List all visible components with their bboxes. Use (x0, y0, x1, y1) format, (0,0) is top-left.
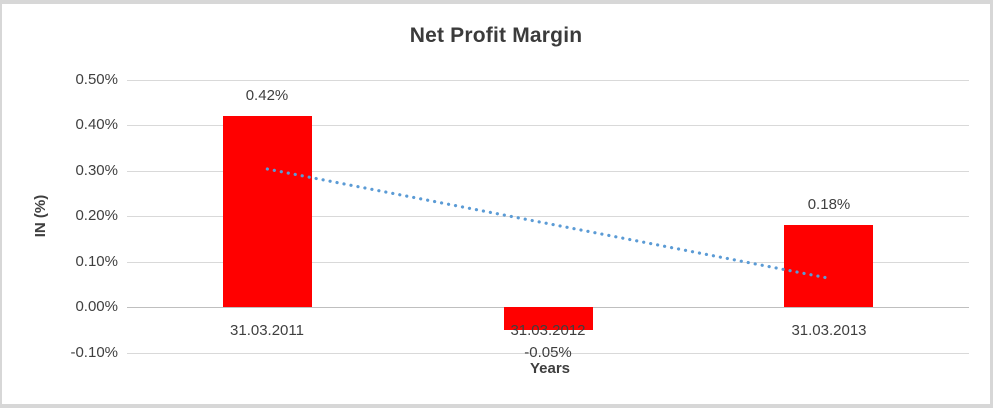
bar-data-label: 0.42% (245, 87, 289, 104)
x-category-label: 31.03.2013 (791, 322, 867, 339)
y-tick-label: 0.00% (75, 298, 118, 315)
x-category-label: 31.03.2011 (230, 322, 304, 339)
bar-data-label: -0.05% (524, 344, 572, 361)
y-tick-label: 0.40% (75, 116, 118, 133)
gridline (127, 125, 969, 126)
bar-31.03.2011 (223, 116, 312, 307)
x-axis-title: Years (529, 360, 571, 377)
chart-area: Net Profit Margin IN (%) Years 0.50% 0.40… (2, 4, 990, 404)
bar-data-label: 0.18% (807, 196, 851, 213)
y-tick-label: 0.50% (75, 71, 118, 88)
y-tick-label: -0.10% (70, 344, 118, 361)
y-tick-label: 0.30% (75, 162, 118, 179)
y-tick-label: 0.20% (75, 207, 118, 224)
gridline (127, 353, 969, 354)
bar-31.03.2012 (504, 307, 593, 330)
plot-area: 0.50% 0.40% 0.30% 0.20% 0.10% 0.00% -0.10% 0.42… (2, 4, 990, 404)
y-tick-label: 0.10% (75, 253, 118, 270)
chart-title: Net Profit Margin (409, 24, 583, 47)
bar-31.03.2013 (784, 225, 873, 307)
x-category-label: 31.03.2012 (510, 322, 586, 339)
gridline (127, 80, 969, 81)
